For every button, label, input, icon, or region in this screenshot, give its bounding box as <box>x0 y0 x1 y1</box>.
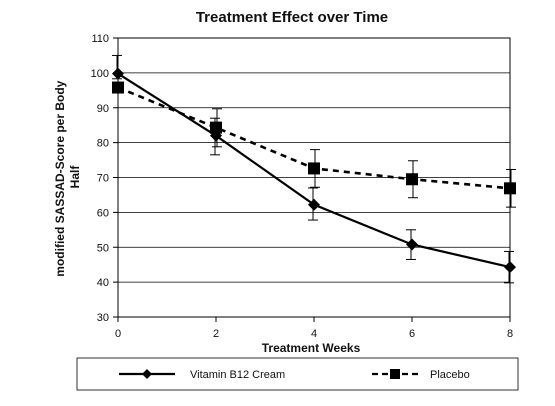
legend-label-vitamin-b12: Vitamin B12 Cream <box>190 369 285 381</box>
x-axis-label: Treatment Weeks <box>262 341 361 355</box>
y-tick-label-90: 90 <box>97 103 109 115</box>
x-tick-label-6: 6 <box>409 328 415 340</box>
y-tick-label-100: 100 <box>91 68 109 80</box>
data-point-vitamin-b12-0 <box>112 67 124 80</box>
legend-marker-placebo <box>390 369 400 379</box>
data-point-placebo-0 <box>112 81 124 94</box>
x-tick-label-4: 4 <box>311 328 317 340</box>
data-point-placebo-8 <box>504 182 516 195</box>
y-tick-label-70: 70 <box>97 173 109 185</box>
y-tick-label-30: 30 <box>97 312 109 324</box>
data-point-vitamin-b12-6 <box>406 238 418 251</box>
y-axis-label-line-2: Half <box>68 165 82 189</box>
series-layer <box>112 54 516 284</box>
data-point-vitamin-b12-4 <box>308 198 320 211</box>
y-tick-label-40: 40 <box>97 277 109 289</box>
y-tick-label-60: 60 <box>97 207 109 219</box>
data-point-placebo-6 <box>406 173 418 186</box>
data-point-placebo-4 <box>308 162 320 175</box>
y-tick-labels: 30 40 50 60 70 80 90 100 110 <box>91 33 118 324</box>
legend-marker-vitamin-b12 <box>142 369 152 379</box>
y-tick-label-80: 80 <box>97 138 109 150</box>
data-point-placebo-2 <box>210 121 222 134</box>
gridlines <box>118 72 510 283</box>
x-tick-label-2: 2 <box>213 328 219 340</box>
chart-title: Treatment Effect over Time <box>196 9 388 26</box>
x-tick-label-8: 8 <box>507 328 513 340</box>
y-axis-label-line-1: modified SASSAD-Score per Body <box>53 80 67 276</box>
y-tick-label-50: 50 <box>97 242 109 254</box>
x-tick-label-0: 0 <box>115 328 121 340</box>
plot-area <box>117 37 511 318</box>
y-axis-label: modified SASSAD-Score per Body Half <box>53 77 82 276</box>
x-tick-labels: 0 2 4 6 8 <box>115 317 513 340</box>
y-tick-label-110: 110 <box>91 33 109 45</box>
legend: Vitamin B12 Cream Placebo <box>76 357 519 391</box>
legend-label-placebo: Placebo <box>430 369 470 381</box>
data-point-vitamin-b12-8 <box>504 261 516 274</box>
